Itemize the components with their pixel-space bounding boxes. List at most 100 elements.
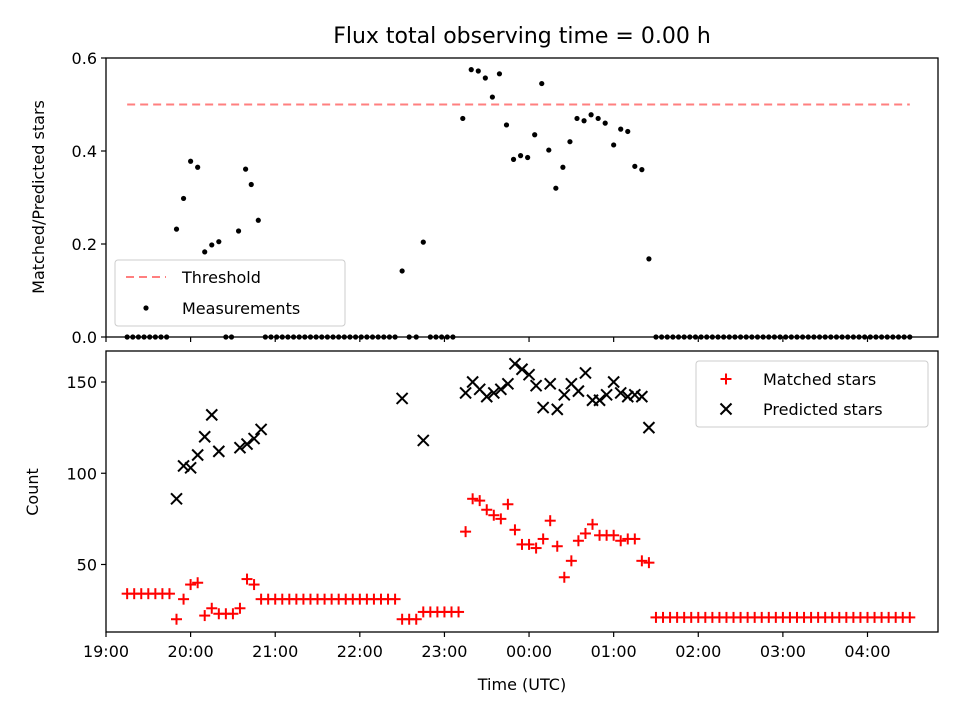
legend-predicted-marker (719, 402, 733, 416)
matched-star-point (234, 602, 246, 614)
legend-matched-swatch (720, 373, 732, 385)
measurement-point (195, 164, 201, 170)
legend-threshold-label: Threshold (181, 268, 261, 287)
bottom-x-tick-label: 21:00 (252, 642, 298, 661)
bottom-plot-frame (105, 350, 939, 633)
bottom-x-tick-label: 01:00 (591, 642, 637, 661)
matched-star-point (579, 527, 591, 539)
predicted-star-point (628, 388, 642, 401)
measurement-point (399, 268, 405, 274)
top-plot-frame (105, 57, 939, 338)
predicted-star-point (184, 461, 197, 474)
measurement-point (510, 156, 517, 162)
legend-predicted-label: Predicted stars (763, 400, 883, 419)
predicted-star-point (240, 437, 254, 451)
predicted-star-point (529, 379, 543, 392)
predicted-star-point (543, 377, 557, 391)
measurement-point (482, 75, 488, 81)
measurement-point (420, 239, 426, 245)
measurement-point (517, 153, 524, 159)
predicted-star-point (515, 363, 529, 376)
predicted-star-point (247, 432, 261, 445)
matched-star-point (488, 509, 500, 521)
legend-predicted-swatch (719, 402, 733, 416)
predicted-star-point (522, 368, 536, 381)
predicted-star-point (607, 375, 620, 389)
top-y-tick-label: 0.2 (72, 235, 97, 254)
measurement-point (525, 154, 531, 161)
bottom-legend-box (695, 360, 929, 428)
matched-star-point (185, 579, 197, 591)
measurement-point (625, 128, 631, 135)
measurement-point (243, 166, 249, 172)
measurement-point (553, 185, 559, 191)
predicted-star-point (417, 434, 430, 447)
matched-star-point (643, 557, 655, 569)
matched-star-point (178, 593, 190, 605)
measurement-point (496, 71, 503, 77)
matched-star-point (537, 533, 549, 545)
top-y-tick-label: 0.0 (72, 328, 97, 347)
predicted-star-point (170, 492, 183, 506)
bottom-marks (121, 357, 916, 625)
top-y-axis-label: Matched/Predicted stars (29, 100, 48, 294)
matched-star-point (453, 606, 465, 618)
matched-star-point (523, 538, 535, 550)
predicted-star-point (212, 445, 226, 458)
matched-star-point (636, 555, 648, 567)
matched-star-point (502, 498, 514, 510)
bottom-y-tick-label: 150 (66, 373, 97, 392)
measurement-point (209, 242, 215, 248)
measurement-point (602, 120, 608, 126)
bottom-y-axis-label: Count (23, 468, 42, 516)
predicted-star-point (551, 403, 564, 416)
measurement-point (632, 163, 638, 169)
top-panel: 0.0 0.2 0.4 0.6 Matched/Predicted stars Thr… (29, 49, 939, 347)
measurement-point (468, 67, 474, 73)
bottom-y-ticks: 50 100 150 (66, 373, 106, 574)
predicted-star-point (480, 390, 493, 403)
predicted-star-point (621, 390, 634, 403)
predicted-star-point (177, 459, 190, 473)
predicted-star-point (233, 441, 247, 454)
matched-star-point (495, 513, 507, 525)
matched-star-point (206, 602, 218, 614)
measurement-point (489, 94, 495, 100)
top-marks (124, 67, 913, 340)
chart-title: Flux total observing time = 0.00 h (333, 24, 711, 49)
matched-star-point (481, 504, 493, 516)
measurement-point (639, 167, 645, 173)
predicted-star-point (572, 384, 585, 398)
matched-star-point (530, 542, 542, 554)
measurement-point (646, 256, 652, 262)
predicted-star-point (635, 390, 649, 403)
predicted-star-point (198, 430, 211, 443)
bottom-legend: Matched stars Predicted stars (695, 360, 929, 428)
measurement-point (539, 80, 545, 87)
matched-star-point (904, 611, 916, 623)
bottom-x-tick-label: 04:00 (844, 642, 890, 661)
bottom-panel: 19:00 20:00 21:00 22:00 23:00 00:00 01:00 02:00… (23, 350, 939, 694)
top-legend: Threshold Measurements (114, 259, 346, 327)
bottom-x-tick-label: 23:00 (421, 642, 467, 661)
legend-matched-marker (720, 373, 732, 385)
top-x-ticks (105, 337, 869, 342)
bottom-x-tick-label: 22:00 (337, 642, 383, 661)
predicted-star-point (459, 386, 472, 400)
measurement-point (180, 195, 187, 202)
measurement-point (216, 239, 222, 245)
bottom-x-axis-label: Time (UTC) (477, 675, 566, 694)
predicted-star-point (501, 377, 515, 391)
matched-star-point (163, 588, 175, 600)
matched-star-point (629, 533, 641, 545)
matched-star-point (227, 608, 239, 620)
predicted-star-point (395, 392, 409, 405)
measurement-point (235, 228, 242, 234)
predicted-star-point (614, 386, 627, 400)
top-y-tick-label: 0.6 (72, 49, 97, 68)
measurement-point (460, 115, 466, 122)
top-y-tick-label: 0.4 (72, 142, 97, 161)
bottom-y-tick-label: 50 (77, 555, 97, 574)
measurement-point (567, 139, 573, 145)
predicted-star-point (642, 421, 656, 434)
